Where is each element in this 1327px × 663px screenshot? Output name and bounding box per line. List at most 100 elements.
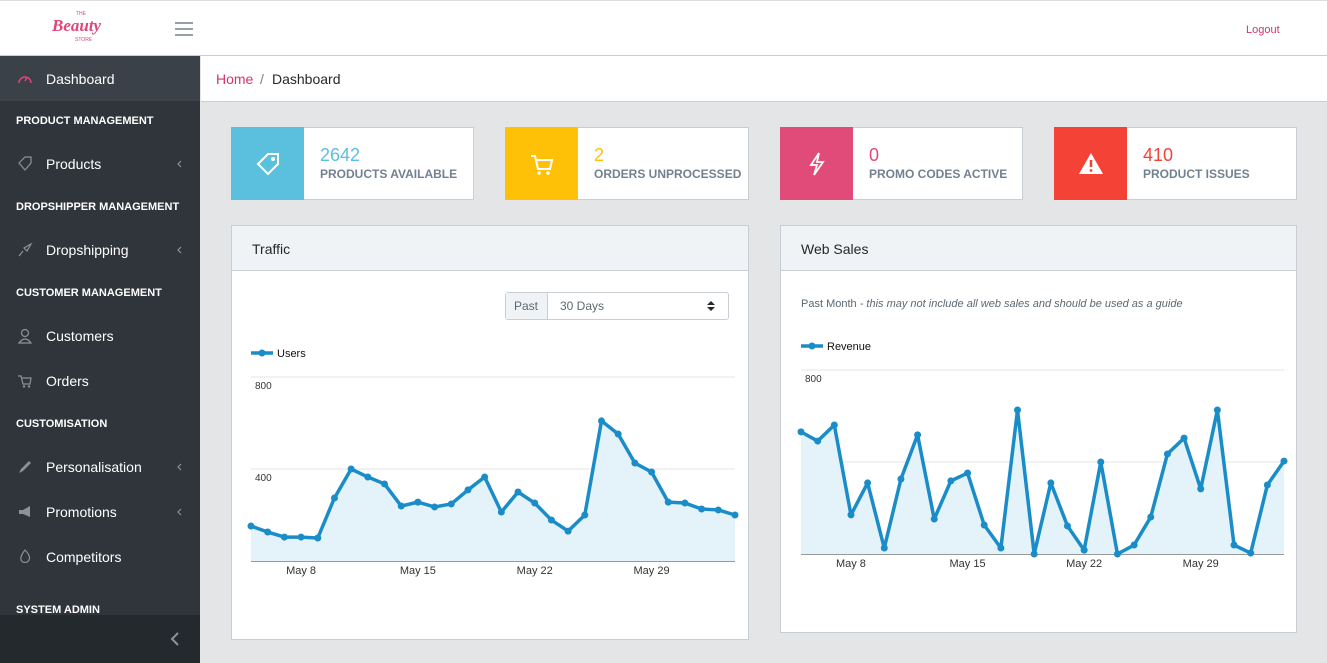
warning-icon xyxy=(1078,152,1103,174)
stat-value: 410 xyxy=(1143,145,1174,165)
nav-link[interactable]: Personalisation xyxy=(46,459,142,475)
stat-label: PRODUCTS AVAILABLE xyxy=(320,167,458,181)
icon xyxy=(17,328,33,344)
filter-prefix: Past xyxy=(506,293,548,319)
logo[interactable]: THE Beauty STORE xyxy=(50,11,116,47)
data-point xyxy=(481,473,489,481)
logout-link[interactable]: Logout xyxy=(1246,24,1280,36)
data-point xyxy=(830,421,838,429)
chevron xyxy=(177,463,182,471)
data-point xyxy=(1280,457,1288,465)
chart-note: Past Month - this may not include all we… xyxy=(801,298,1183,310)
data-point xyxy=(1130,541,1138,549)
data-point xyxy=(397,502,405,510)
stat-card: 0 PROMO CODES ACTIVE xyxy=(780,127,1023,200)
data-point xyxy=(681,499,689,507)
data-point xyxy=(897,475,905,483)
chevron xyxy=(177,160,182,168)
filter-select[interactable]: 30 Days xyxy=(560,299,605,313)
panel-title: Web Sales xyxy=(781,226,1296,271)
data-point xyxy=(1097,458,1105,466)
nav-link[interactable]: Promotions xyxy=(46,504,117,520)
series-area xyxy=(251,420,735,561)
data-point xyxy=(597,417,605,425)
stat-card: 2 ORDERS UNPROCESSED xyxy=(505,127,749,200)
data-point xyxy=(297,533,305,541)
data-point xyxy=(864,479,872,487)
traffic-panel: Traffic Past 30 Days xyxy=(231,225,749,640)
data-point xyxy=(314,534,322,542)
data-point xyxy=(847,511,855,519)
stat-icon xyxy=(780,127,853,200)
breadcrumb: Home Dashboard xyxy=(201,56,1327,102)
icon xyxy=(19,461,31,473)
data-point xyxy=(280,533,288,541)
nav-link[interactable]: Orders xyxy=(46,373,89,389)
data-point xyxy=(664,498,672,506)
data-point xyxy=(1197,485,1205,493)
nav-link[interactable]: Customers xyxy=(46,328,114,344)
icon xyxy=(18,76,32,84)
breadcrumb-current: Dashboard xyxy=(272,71,341,87)
select-arrows xyxy=(707,301,715,311)
data-point xyxy=(1213,406,1221,414)
y-tick-label: 800 xyxy=(805,374,822,385)
nav-heading: SYSTEM ADMIN xyxy=(16,604,100,616)
data-point xyxy=(564,527,572,535)
data-point xyxy=(514,488,522,496)
x-tick-label: May 15 xyxy=(950,558,986,570)
icon xyxy=(18,375,32,388)
chevron xyxy=(177,508,182,516)
data-point xyxy=(447,500,455,508)
nav-heading: PRODUCT MANAGEMENT xyxy=(16,115,154,127)
data-point xyxy=(330,494,338,502)
x-tick-label: May 22 xyxy=(517,565,553,577)
nav-heading: DROPSHIPPER MANAGEMENT xyxy=(16,201,180,213)
data-point xyxy=(547,516,555,524)
icon xyxy=(18,242,33,257)
data-point xyxy=(614,430,622,438)
nav-heading: CUSTOMER MANAGEMENT xyxy=(16,287,162,299)
data-point xyxy=(947,477,955,485)
logo-bottom: STORE xyxy=(75,37,93,43)
stat-value: 2642 xyxy=(320,145,361,165)
legend-dot xyxy=(258,349,266,357)
breadcrumb-link[interactable]: Home xyxy=(216,71,254,87)
data-point xyxy=(698,505,706,513)
icon xyxy=(18,156,32,171)
nav-link[interactable]: Dashboard xyxy=(46,71,115,87)
data-point xyxy=(1230,541,1238,549)
stat-icon xyxy=(231,127,304,200)
x-tick-label: May 29 xyxy=(634,565,670,577)
panel-title: Traffic xyxy=(232,226,748,271)
data-point xyxy=(1163,450,1171,458)
sidebar-minimizer[interactable] xyxy=(170,632,180,646)
x-tick-label: May 22 xyxy=(1066,558,1102,570)
x-tick-label: May 8 xyxy=(286,565,316,577)
nav-link[interactable]: Dropshipping xyxy=(46,242,129,258)
legend-dot xyxy=(808,342,816,350)
menu-toggle[interactable] xyxy=(174,21,194,37)
header: THE Beauty STORE Logout xyxy=(0,0,1327,56)
breadcrumb-separator xyxy=(260,71,264,87)
series-line xyxy=(800,408,1286,556)
stat-label: ORDERS UNPROCESSED xyxy=(594,167,742,181)
data-point xyxy=(1113,550,1121,558)
nav-link[interactable]: Competitors xyxy=(46,549,122,565)
data-point xyxy=(1180,434,1188,442)
x-tick-label: May 15 xyxy=(400,565,436,577)
data-point xyxy=(497,508,505,516)
nav-link[interactable]: Products xyxy=(46,156,102,172)
legend-label: Revenue xyxy=(827,341,871,353)
x-tick-label: May 8 xyxy=(836,558,866,570)
stat-value: 2 xyxy=(594,145,605,165)
stat-icon xyxy=(505,127,578,200)
data-point xyxy=(414,498,422,506)
note-text: - this may not include all web sales and… xyxy=(859,298,1183,310)
stat-value: 0 xyxy=(869,145,880,165)
data-point xyxy=(431,503,439,511)
web-sales-panel: Web Sales Past Month - this may not incl… xyxy=(780,225,1297,633)
data-point xyxy=(1080,546,1088,554)
